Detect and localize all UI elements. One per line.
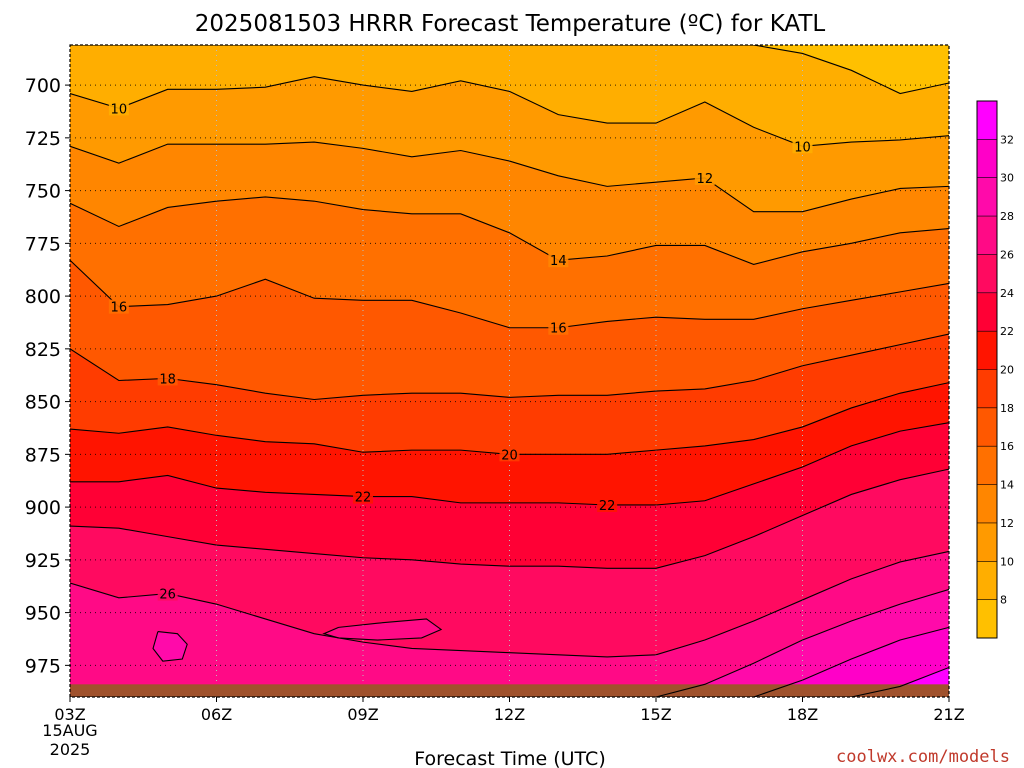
isotherm-label-bg — [792, 139, 813, 154]
colorbar-tick-label: 22 — [1000, 325, 1014, 338]
colorbar-swatch — [977, 216, 997, 255]
chart-title: 2025081503 HRRR Forecast Temperature (ºC… — [195, 11, 826, 37]
colorbar-swatch — [977, 177, 997, 217]
colorbar-tick-label: 8 — [1000, 594, 1007, 607]
isotherm-16c — [70, 259, 949, 329]
colorbar-swatch — [977, 254, 997, 294]
isotherm-26c — [70, 550, 949, 658]
isotherm-label: 16 — [550, 322, 567, 337]
band-loop-28c — [153, 631, 188, 662]
colorbar-tick-label: 32 — [1000, 133, 1014, 146]
y-axis: 700 725 750 775 800 825 850 875 900 925 950 975 — [25, 75, 70, 677]
y-tick-label: 775 — [25, 233, 61, 255]
isotherm-loop-26c — [322, 618, 443, 641]
x-tick-label: 15Z — [640, 705, 671, 724]
colorbar-swatch — [977, 561, 997, 601]
y-tick-label: 700 — [25, 75, 61, 97]
colorbar-tick-label: 14 — [1000, 479, 1014, 492]
colorbar-swatch — [977, 101, 997, 140]
y-tick-label: 925 — [25, 550, 61, 572]
isotherm-label: 10 — [111, 102, 128, 117]
colorbar-tick-label: 24 — [1000, 287, 1014, 300]
y-tick-label: 825 — [25, 339, 61, 361]
colorbar-tick-label: 20 — [1000, 364, 1014, 377]
isotherm-label: 22 — [355, 491, 372, 506]
y-tick-label: 875 — [25, 444, 61, 466]
colorbar-tick-label: 30 — [1000, 172, 1014, 185]
x-date-line-1: 15AUG — [42, 721, 97, 740]
isotherm-label: 18 — [159, 372, 176, 387]
colorbar-swatch — [977, 407, 997, 447]
colorbar-swatch — [977, 522, 997, 562]
isotherm-label-bg — [499, 447, 520, 462]
colorbar-swatch — [977, 599, 997, 639]
y-tick-label: 800 — [25, 286, 61, 308]
colorbar-swatch — [977, 484, 997, 524]
y-tick-label: 750 — [25, 181, 61, 203]
isotherm-label-bg — [597, 497, 618, 512]
colorbar-tick-label: 26 — [1000, 248, 1014, 261]
temperature-fills — [70, 45, 949, 697]
isotherm-label-bg — [157, 586, 178, 601]
isotherm-12c — [70, 141, 949, 213]
x-tick-label: 21Z — [933, 705, 964, 724]
plot-area: 10 10 12 14 16 16 18 20 22 22 26 — [70, 45, 949, 697]
isotherm-30c — [70, 626, 949, 697]
colorbar-swatch — [977, 292, 997, 332]
x-tick-label: 18Z — [787, 705, 818, 724]
y-tick-label: 975 — [25, 655, 61, 677]
isotherm-label-bg — [157, 371, 178, 386]
colorbar-swatch — [977, 446, 997, 486]
isotherm-14c — [70, 196, 949, 266]
x-tick-label: 03Z — [54, 705, 85, 724]
isotherm-label-bg — [108, 101, 129, 116]
isotherm-label-bg — [353, 489, 373, 504]
isotherm-label: 20 — [501, 448, 518, 463]
isotherm-8c — [70, 45, 949, 95]
isotherm-label: 16 — [111, 301, 128, 316]
isotherm-24c — [70, 468, 949, 569]
isotherm-label-bg — [694, 170, 715, 185]
y-tick-label: 900 — [25, 497, 61, 519]
colorbar-tick-label: 10 — [1000, 555, 1014, 568]
x-tick-label: 06Z — [201, 705, 232, 724]
watermark: coolwx.com/models — [836, 747, 1010, 767]
x-axis-label: Forecast Time (UTC) — [414, 748, 605, 768]
colorbar-swatch — [977, 331, 997, 370]
isotherm-label-bg — [548, 253, 569, 268]
x-date-line-2: 2025 — [50, 740, 91, 759]
isotherm-22c — [70, 422, 949, 506]
colorbar-tick-label: 18 — [1000, 402, 1014, 415]
ground-bar — [70, 684, 949, 697]
isotherm-label: 22 — [599, 499, 616, 514]
colorbar-swatch — [977, 139, 997, 179]
colorbar-tick-label: 12 — [1000, 517, 1014, 530]
isotherm-label-bg — [108, 299, 129, 314]
isotherm-label: 14 — [550, 254, 567, 269]
x-tick-label: 09Z — [347, 705, 378, 724]
isotherm-label: 12 — [697, 172, 714, 187]
y-tick-label: 725 — [25, 128, 61, 150]
isotherm-labels: 10 10 12 14 16 16 18 20 22 22 26 — [108, 101, 813, 603]
isotherm-label-bg — [548, 320, 569, 335]
band-loop-26c — [323, 618, 442, 641]
isotherm-loop-28c — [152, 631, 188, 662]
isotherm-label: 10 — [794, 140, 811, 155]
colorbar-tick-label: 28 — [1000, 210, 1014, 223]
isotherm-18c — [70, 333, 949, 401]
isotherm-lines — [70, 45, 949, 697]
y-tick-label: 850 — [25, 392, 61, 414]
x-tick-label: 12Z — [494, 705, 525, 724]
y-tick-label: 950 — [25, 603, 61, 625]
isotherm-label: 26 — [159, 588, 176, 603]
colorbar: 8 10 12 14 16 18 20 22 24 26 28 30 32 — [976, 100, 1014, 639]
colorbar-tick-label: 16 — [1000, 440, 1014, 453]
band-26c — [70, 551, 949, 697]
isotherm-28c — [70, 588, 949, 697]
x-axis: 03Z 06Z 09Z 12Z 15Z 18Z 21Z — [54, 697, 965, 724]
colorbar-swatch — [977, 369, 997, 409]
